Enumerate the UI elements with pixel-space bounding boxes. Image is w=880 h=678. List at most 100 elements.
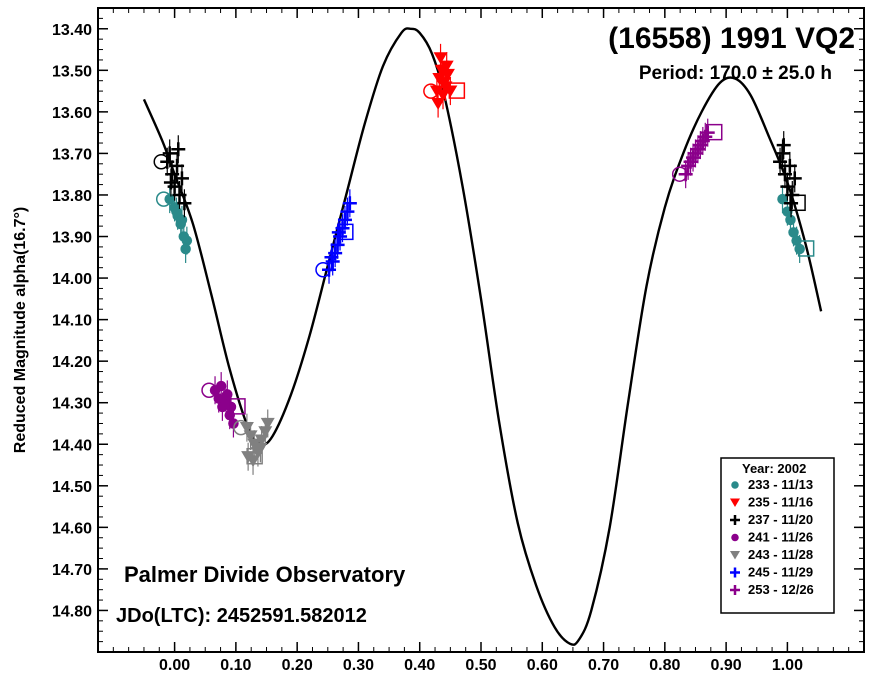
y-tick-label: 14.00 (52, 271, 92, 288)
y-tick-label: 14.50 (52, 479, 92, 496)
legend-marker (731, 533, 739, 542)
data-point (331, 225, 346, 240)
series-1 (423, 43, 466, 118)
jdo-label: JDo(LTC): 2452591.582012 (116, 605, 367, 627)
legend-marker (731, 481, 739, 489)
legend-label: 253 - 12/26 (748, 582, 814, 597)
y-tick-label: 14.30 (52, 396, 92, 413)
series-2 (153, 131, 806, 218)
data-point (439, 60, 454, 73)
x-tick-label: 0.50 (465, 657, 496, 674)
data-point (162, 146, 177, 161)
legend-marker (730, 551, 740, 560)
series-start-marker (155, 191, 172, 207)
data-point (431, 97, 446, 110)
series-6 (671, 118, 723, 189)
data-point (164, 193, 175, 205)
legend-label: 245 - 11/29 (748, 565, 813, 580)
legend-marker (730, 585, 740, 595)
legend-entry: 241 - 11/26 (731, 530, 813, 545)
data-point (171, 142, 186, 157)
y-tick-label: 13.90 (52, 230, 92, 247)
x-tick-label: 0.60 (527, 657, 558, 674)
data-point (180, 243, 191, 255)
series-0 (155, 185, 815, 263)
chart-title: (16558) 1991 VQ2 (608, 22, 855, 55)
x-tick-label: 0.20 (282, 657, 313, 674)
legend-entry: 235 - 11/16 (730, 495, 813, 510)
series-end-marker (797, 240, 815, 257)
legend-label: 235 - 11/16 (748, 495, 813, 510)
y-tick-label: 13.70 (52, 146, 92, 163)
data-point (171, 206, 182, 217)
data-point (215, 380, 227, 392)
y-tick-label: 13.60 (52, 105, 92, 122)
legend-label: 237 - 11/20 (748, 512, 813, 527)
data-point (700, 125, 715, 140)
data-point (429, 85, 444, 98)
legend-entry: 253 - 12/26 (730, 582, 814, 597)
data-point (181, 235, 193, 246)
legend-marker (730, 498, 740, 507)
data-point (324, 250, 339, 265)
legend-entries: 233 - 11/13 235 - 11/16 237 - 11/20 241 - 1… (730, 477, 814, 597)
series-end-marker (337, 223, 354, 241)
y-axis-label: Reduced Magnitude alpha(16.7°) (12, 207, 29, 453)
series-end-marker (789, 194, 806, 212)
legend-marker (730, 567, 740, 578)
data-point (787, 171, 802, 186)
data-point (342, 196, 357, 211)
y-tick-label: 14.10 (52, 313, 92, 330)
series-start-marker (153, 153, 169, 170)
y-tick-label: 14.60 (52, 520, 92, 537)
x-tick-label: 0.70 (588, 657, 619, 674)
legend-entry: 233 - 11/13 (731, 477, 813, 492)
legend-entry: 245 - 11/29 (730, 565, 813, 580)
series-4 (233, 409, 275, 475)
series-end-marker (229, 398, 246, 415)
chart-subtitle: Period: 170.0 ± 25.0 h (639, 63, 832, 84)
y-tick-label: 13.40 (52, 22, 92, 39)
data-point (260, 417, 275, 430)
data-point (443, 85, 458, 98)
data-markers (153, 43, 815, 475)
data-point (776, 138, 791, 153)
data-point (258, 426, 273, 439)
data-point (224, 409, 236, 421)
x-tick-label: 0.80 (649, 657, 680, 674)
legend-marker (730, 515, 740, 525)
data-point (784, 196, 799, 211)
legend-label: 233 - 11/13 (748, 477, 813, 492)
data-point (777, 193, 788, 205)
data-point (330, 237, 345, 252)
y-tick-label: 14.20 (52, 354, 92, 371)
x-tick-label: 0.40 (404, 657, 435, 674)
y-tick-label: 13.80 (52, 188, 92, 205)
data-point (440, 68, 455, 81)
y-tick-labels: 13.40 13.50 13.60 13.70 13.80 13.90 14.00 14.10… (52, 22, 92, 621)
series-start-marker (423, 83, 439, 99)
x-tick-label: 0.00 (159, 657, 190, 674)
series-start-marker (315, 262, 331, 278)
axis-ticks (97, 7, 865, 653)
x-tick-label: 0.90 (711, 657, 742, 674)
data-point (163, 175, 178, 190)
data-point (222, 389, 233, 400)
x-tick-label: 0.10 (220, 657, 251, 674)
series-start-marker (671, 166, 688, 182)
data-point (340, 204, 355, 219)
data-point (785, 214, 796, 226)
legend: Year: 2002 233 - 11/13 235 - 11/16 237 - 1… (720, 457, 835, 614)
data-point (225, 401, 237, 413)
observatory-label: Palmer Divide Observatory (124, 562, 406, 587)
x-tick-label: 0.30 (343, 657, 374, 674)
legend-label: 241 - 11/26 (748, 530, 813, 545)
data-point (433, 52, 448, 65)
legend-title: Year: 2002 (742, 461, 806, 476)
series-end-marker (246, 447, 263, 465)
legend-box (720, 457, 835, 614)
legend-entry: 243 - 11/28 (730, 547, 813, 562)
y-tick-label: 14.70 (52, 562, 92, 579)
x-tick-labels: 0.00 0.10 0.20 0.30 0.40 0.50 0.60 0.70 0.80 0.90… (159, 657, 803, 674)
legend-entry: 237 - 11/20 (730, 512, 813, 527)
